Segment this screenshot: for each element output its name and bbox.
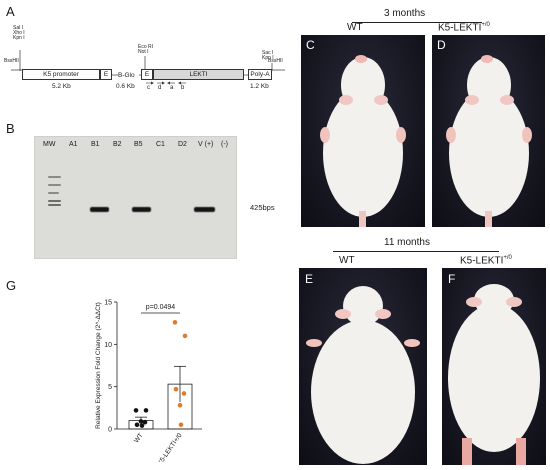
panel-label-f: F bbox=[448, 272, 456, 286]
x-tick-label: WT bbox=[133, 432, 145, 444]
lane-label: B2 bbox=[113, 141, 122, 148]
mouse-photo-f: F bbox=[442, 268, 546, 465]
group-11-months: 11 months bbox=[384, 237, 430, 248]
label-k5-top-text: K5-LEKTI bbox=[438, 22, 482, 34]
data-point bbox=[173, 386, 179, 392]
data-point bbox=[177, 402, 183, 408]
right-bss-label: BssHII bbox=[268, 58, 283, 64]
x-tick-label: K5-LEKTI+/0 bbox=[156, 432, 183, 462]
pcr-band-b1 bbox=[90, 207, 109, 212]
data-point bbox=[172, 320, 178, 325]
enhancer-box-1: E bbox=[100, 69, 112, 80]
size-k5-label: 5.2 Kb bbox=[52, 83, 71, 90]
site-label: Sac I bbox=[262, 50, 274, 56]
site-label: Kpn I bbox=[13, 35, 25, 41]
lane-label: V (+) bbox=[198, 141, 214, 148]
k5-promoter-label: K5 promoter bbox=[43, 71, 79, 78]
left-bss-label: BssHII bbox=[4, 58, 19, 64]
band-size-label: 425bps bbox=[250, 203, 275, 212]
group-3-months: 3 months bbox=[384, 8, 426, 19]
bglo-label: B-Glo bbox=[118, 72, 135, 79]
site-label: Eco RI bbox=[138, 44, 154, 50]
left-sites: Sal I Xho I Kpn I bbox=[13, 26, 25, 41]
data-point bbox=[143, 408, 149, 413]
lekti-label: LEKTI bbox=[189, 71, 208, 78]
ladder-band bbox=[48, 204, 61, 206]
pcr-band-b5 bbox=[132, 207, 151, 212]
primer-a: a bbox=[170, 85, 174, 91]
panel-label-b: B bbox=[6, 121, 15, 136]
data-point bbox=[178, 422, 184, 428]
panel-label-d: D bbox=[437, 38, 446, 52]
ladder-band bbox=[48, 176, 61, 178]
mouse-photo-d: D bbox=[432, 35, 545, 227]
right-sites: Sac I Kpn I bbox=[262, 51, 274, 61]
p-value-annotation: p=0.0494 bbox=[146, 304, 175, 311]
size-bglo-label: 0.6 Kb bbox=[116, 83, 135, 90]
mouse-photo-c: C bbox=[301, 35, 425, 227]
map-lines bbox=[11, 50, 285, 85]
primer-d: d bbox=[158, 85, 162, 91]
panel-label-c: C bbox=[306, 38, 315, 52]
ladder-band bbox=[48, 184, 61, 186]
y-axis-label: Relative Expression Fold Change (2^-ΔΔCt… bbox=[95, 302, 102, 429]
mouse-photo-e: E bbox=[299, 268, 427, 465]
y-tick-label: 10 bbox=[104, 342, 112, 349]
label-wt-top: WT bbox=[347, 22, 363, 33]
label-k5-top-sup: +/0 bbox=[481, 22, 490, 28]
site-label: Xho I bbox=[13, 30, 25, 36]
data-point bbox=[134, 422, 140, 428]
label-k5-bottom-sup: +/0 bbox=[503, 255, 512, 261]
ladder-band bbox=[48, 200, 61, 202]
label-k5-bottom: K5-LEKTI+/0 bbox=[460, 255, 512, 266]
data-point bbox=[181, 391, 187, 396]
lane-label: MW bbox=[43, 141, 56, 148]
ladder-band bbox=[48, 192, 59, 194]
panel-label-g: G bbox=[6, 278, 17, 293]
site-label: Kpn I bbox=[262, 55, 274, 61]
y-tick-label: 5 bbox=[108, 384, 112, 391]
data-point bbox=[133, 408, 139, 413]
k5-promoter-box: K5 promoter bbox=[22, 69, 100, 80]
data-point bbox=[182, 333, 188, 339]
lane-label: C1 bbox=[156, 141, 165, 148]
lane-label: (-) bbox=[221, 141, 228, 148]
data-point bbox=[142, 419, 148, 425]
lane-label: B1 bbox=[91, 141, 100, 148]
polya-box: Poly-A bbox=[248, 69, 272, 80]
site-label: Sal I bbox=[13, 25, 24, 31]
polya-label: Poly-A bbox=[250, 71, 270, 78]
mouse-silhouette bbox=[320, 55, 406, 227]
size-polya-label: 1.2 Kb bbox=[250, 83, 269, 90]
y-tick-label: 0 bbox=[108, 427, 112, 434]
lane-label: B5 bbox=[134, 141, 143, 148]
label-k5-top: K5-LEKTI+/0 bbox=[438, 22, 490, 33]
data-point bbox=[138, 419, 144, 424]
group-line-bottom bbox=[333, 251, 499, 252]
label-k5-bottom-text: K5-LEKTI bbox=[460, 255, 504, 267]
mouse-silhouette bbox=[448, 284, 540, 465]
lane-label: D2 bbox=[178, 141, 187, 148]
primer-c: c bbox=[147, 85, 150, 91]
mid-sites: Eco RI Not I bbox=[138, 45, 153, 55]
panel-label-a: A bbox=[6, 4, 15, 19]
enhancer-label-2: E bbox=[144, 71, 150, 78]
enhancer-label-1: E bbox=[103, 71, 109, 78]
label-wt-bottom: WT bbox=[339, 255, 355, 266]
mouse-silhouette bbox=[446, 55, 532, 227]
site-label: Not I bbox=[138, 49, 149, 55]
mouse-silhouette bbox=[306, 286, 420, 464]
primer-b: b bbox=[181, 85, 185, 91]
enhancer-box-2: E bbox=[141, 69, 153, 80]
y-tick-label: 15 bbox=[104, 300, 112, 307]
data-point bbox=[139, 423, 145, 428]
lane-label: A1 bbox=[69, 141, 78, 148]
agarose-gel: MW A1 B1 B2 B5 C1 D2 V (+) (-) bbox=[34, 136, 237, 259]
lekti-box: LEKTI bbox=[153, 69, 244, 80]
panel-label-e: E bbox=[305, 272, 314, 286]
pcr-band-vpos bbox=[194, 207, 215, 212]
group-line-top bbox=[352, 22, 482, 23]
